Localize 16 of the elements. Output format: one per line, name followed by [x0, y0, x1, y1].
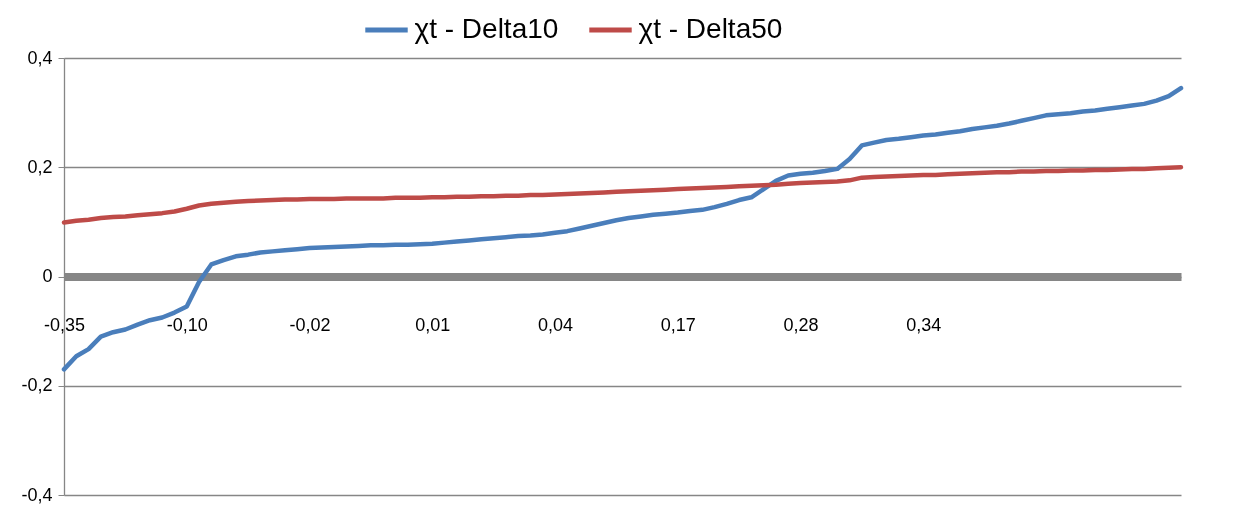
y-tick-label: -0,4: [21, 484, 53, 505]
legend-label: χt - Delta50: [638, 13, 783, 44]
y-tick-label: -0,2: [21, 375, 53, 396]
y-tick-label: 0,4: [27, 47, 53, 68]
x-tick-label: 0,04: [537, 315, 574, 335]
x-tick-label: -0,35: [43, 315, 86, 335]
x-tick-label: -0,02: [289, 315, 331, 335]
x-tick-label: 0,34: [906, 315, 942, 335]
x-tick-label: -0,10: [166, 315, 208, 335]
x-tick-label: 0,01: [415, 315, 451, 335]
legend-label: χt - Delta10: [414, 13, 559, 44]
x-tick-label: 0,17: [660, 315, 696, 335]
x-tick-label: 0,28: [783, 315, 819, 335]
y-tick-label: 0: [42, 266, 53, 286]
y-tick-label: 0,2: [27, 156, 53, 177]
line-series: [61, 165, 1184, 225]
